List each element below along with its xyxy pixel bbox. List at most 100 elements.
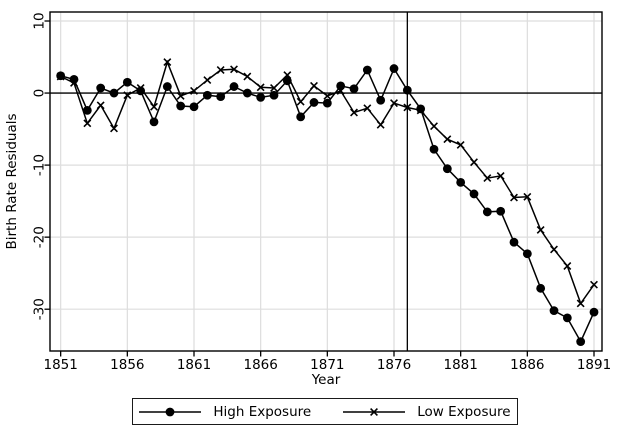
low-exposure-point-1852	[70, 79, 78, 87]
low-exposure-point-1853	[83, 119, 92, 128]
low-exposure-point-1879	[430, 122, 438, 131]
high-exposure-point-1877	[402, 85, 412, 95]
low-exposure-point-1863	[216, 66, 225, 74]
low-exposure-point-1877	[403, 103, 412, 112]
low-exposure-point-1872	[336, 86, 345, 95]
low-exposure-point-1869	[296, 97, 305, 106]
low-exposure-legend-marker	[343, 407, 406, 416]
low-exposure-point-1859	[163, 58, 172, 67]
high-exposure-point-1863	[216, 92, 226, 102]
plot-border	[49, 11, 603, 352]
high-exposure-point-1890	[576, 337, 586, 347]
low-exposure-point-1890	[576, 299, 585, 308]
y-tick-label--10: -10	[32, 154, 48, 176]
x-tick-label-1861: 1861	[177, 357, 211, 373]
x-tick-label-1871: 1871	[310, 357, 344, 373]
high-exposure-point-1871	[322, 98, 332, 108]
high-exposure-point-1882	[469, 189, 479, 199]
high-exposure-legend-marker	[139, 407, 202, 416]
high-exposure-point-1875	[376, 95, 386, 105]
high-exposure-point-1855	[109, 88, 119, 98]
low-exposure-point-1871	[323, 91, 332, 100]
low-exposure-point-1867	[270, 84, 278, 92]
low-exposure-point-1881	[456, 140, 465, 149]
high-exposure-point-1886	[522, 249, 532, 259]
low-exposure-point-1885	[510, 193, 518, 202]
x-tick-label-1876: 1876	[377, 357, 411, 373]
x-tick-label-1891: 1891	[577, 357, 611, 373]
low-exposure-point-1886	[523, 192, 532, 201]
high-exposure-point-1853	[82, 105, 92, 115]
high-exposure-point-1861	[189, 102, 199, 112]
low-exposure-point-1887	[536, 225, 545, 234]
y-tick-label--30: -30	[32, 298, 48, 320]
high-exposure-point-1878	[416, 104, 426, 114]
x-tick-label-1866: 1866	[243, 357, 277, 373]
high-exposure-point-1873	[349, 84, 359, 94]
y-axis-title: Birth Rate Residuals	[4, 114, 20, 250]
high-exposure-point-1891	[589, 307, 599, 317]
low-exposure-point-1876	[390, 99, 398, 108]
low-exposure-point-1874	[363, 104, 372, 113]
high-exposure-point-1862	[202, 90, 212, 100]
low-exposure-point-1854	[96, 101, 105, 110]
legend-entry-low-exposure: Low Exposure	[343, 403, 511, 420]
high-exposure-point-1884	[496, 206, 506, 216]
x-tick-label-1856: 1856	[110, 357, 144, 373]
high-exposure-point-1881	[456, 178, 466, 187]
low-exposure-point-1857	[136, 84, 145, 92]
low-exposure-point-1866	[256, 83, 265, 92]
low-exposure-point-1889	[563, 262, 572, 270]
low-exposure-point-1851	[56, 72, 65, 81]
low-exposure-point-1884	[496, 171, 505, 180]
y-tick-label-0: 0	[32, 89, 48, 98]
x-tick-label-1886: 1886	[510, 357, 544, 373]
high-exposure-point-1859	[162, 82, 172, 91]
high-exposure-point-1879	[429, 144, 439, 154]
high-exposure-point-1883	[482, 207, 492, 217]
high-exposure-point-1869	[296, 112, 306, 122]
high-exposure-point-1865	[242, 88, 252, 98]
low-exposure-point-1870	[310, 81, 318, 90]
low-exposure-point-1873	[350, 108, 358, 117]
high-exposure-point-1864	[229, 82, 239, 91]
high-exposure-point-1870	[309, 98, 319, 107]
high-exposure-point-1888	[549, 306, 559, 316]
low-exposure-point-1858	[150, 102, 158, 111]
high-exposure-point-1858	[149, 117, 159, 127]
low-exposure-point-1865	[243, 72, 252, 81]
high-exposure-point-1867	[269, 90, 279, 100]
low-exposure-point-1868	[283, 71, 292, 80]
low-exposure-legend-label: Low Exposure	[417, 403, 511, 420]
low-exposure-point-1855	[110, 124, 118, 133]
legend: High Exposure Low Exposure	[132, 398, 518, 425]
low-exposure-point-1862	[203, 76, 212, 85]
high-exposure-point-1860	[176, 101, 186, 111]
low-exposure-point-1856	[123, 91, 132, 100]
y-tick-label--20: -20	[32, 226, 48, 248]
low-exposure-point-1882	[470, 158, 478, 167]
high-exposure-point-1887	[536, 283, 546, 293]
x-axis-title: Year	[311, 372, 341, 388]
low-exposure-point-1883	[483, 174, 492, 183]
high-exposure-point-1856	[122, 77, 132, 87]
high-exposure-point-1874	[362, 65, 372, 75]
high-exposure-point-1889	[562, 313, 572, 323]
low-exposure-point-1875	[376, 120, 385, 129]
legend-entry-high-exposure: High Exposure	[139, 404, 311, 420]
low-exposure-point-1860	[176, 91, 185, 100]
x-tick-label-1881: 1881	[443, 357, 477, 373]
high-exposure-point-1854	[96, 83, 106, 93]
low-exposure-point-1861	[190, 86, 198, 95]
high-exposure-point-1880	[442, 164, 452, 174]
low-exposure-point-1880	[443, 135, 452, 144]
high-exposure-point-1876	[389, 64, 399, 73]
high-exposure-point-1866	[256, 92, 266, 102]
low-exposure-point-1878	[416, 106, 425, 115]
high-exposure-point-1885	[509, 237, 519, 247]
x-tick-label-1851: 1851	[43, 357, 77, 373]
low-exposure-point-1864	[230, 65, 238, 74]
y-tick-label-10: 10	[32, 12, 48, 29]
